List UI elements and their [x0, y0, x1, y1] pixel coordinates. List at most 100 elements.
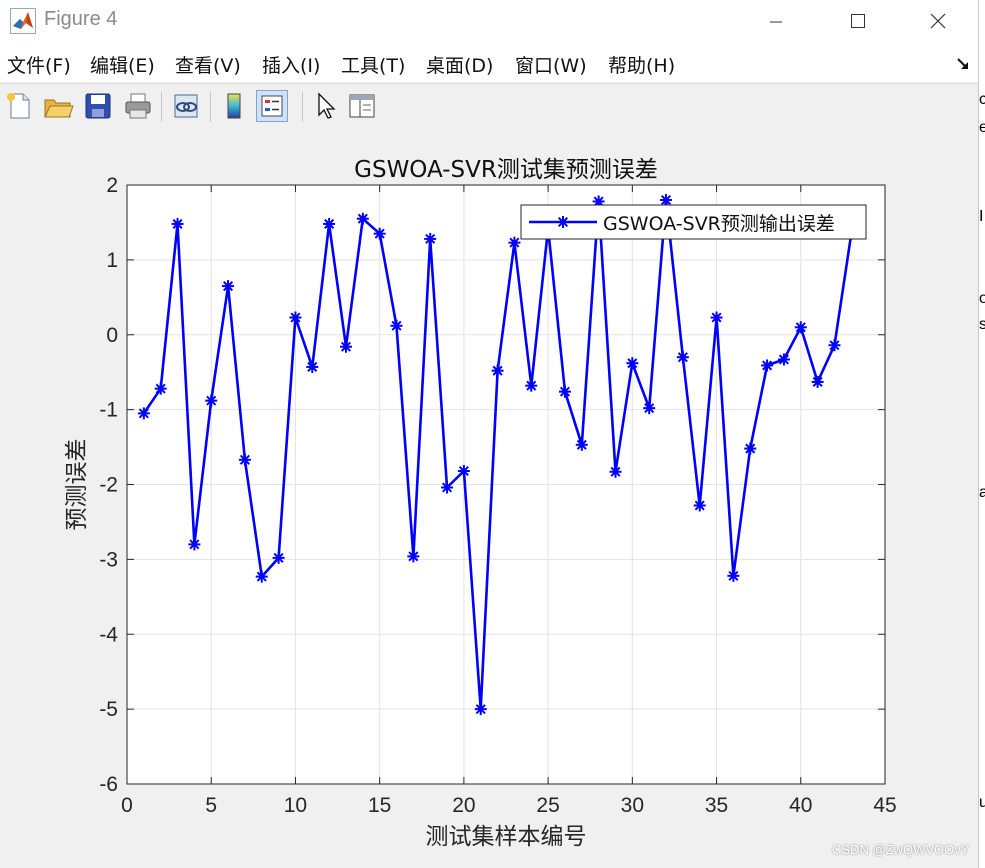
data-point-marker	[188, 538, 201, 551]
data-point-marker	[558, 385, 571, 398]
data-point-marker	[727, 569, 740, 582]
matlab-logo-icon	[10, 8, 36, 34]
y-tick-label: 1	[106, 249, 118, 272]
window-title: Figure 4	[44, 8, 118, 30]
menu-tools[interactable]: 工具(T)	[341, 55, 406, 77]
background-text: u	[979, 794, 985, 811]
menu-edit[interactable]: 编辑(E)	[90, 55, 155, 77]
title-bar[interactable]: Figure 4	[0, 0, 978, 42]
menu-desktop[interactable]: 桌面(D)	[426, 55, 494, 77]
x-tick-label: 0	[121, 794, 133, 817]
menu-view[interactable]: 查看(V)	[175, 55, 241, 77]
data-point-marker	[828, 339, 841, 352]
data-point-marker	[390, 319, 403, 332]
menu-window[interactable]: 窗口(W)	[515, 55, 587, 77]
insert-legend-icon[interactable]	[256, 90, 288, 122]
x-tick-label: 25	[536, 794, 559, 817]
data-point-marker	[373, 227, 386, 240]
data-point-marker	[525, 379, 538, 392]
data-point-marker	[457, 465, 470, 478]
menu-file[interactable]: 文件(F)	[7, 55, 71, 77]
y-axis-label: 预测误差	[64, 439, 90, 531]
data-point-marker	[171, 217, 184, 230]
data-point-marker	[693, 499, 706, 512]
chart-title: GSWOA-SVR测试集预测误差	[354, 157, 658, 183]
menu-help[interactable]: 帮助(H)	[608, 55, 676, 77]
data-point-marker	[660, 193, 673, 206]
data-point-marker	[154, 382, 167, 395]
y-tick-label: -3	[99, 548, 118, 571]
figure-canvas: 0 5 10 15 20 25 30 35 40 45 -6 -5 -4 -3 -2 -1 0 1 2 GSWOA-S…	[0, 128, 978, 868]
background-text: a	[979, 484, 985, 501]
y-tick-label: -2	[99, 474, 118, 497]
data-point-marker	[339, 340, 352, 353]
data-point-marker	[609, 465, 622, 478]
data-point-marker	[777, 353, 790, 366]
background-text: e	[979, 119, 985, 136]
y-tick-label: -1	[99, 399, 118, 422]
legend-label: GSWOA-SVR预测输出误差	[603, 213, 835, 235]
toolbar-separator	[161, 92, 162, 122]
x-tick-label: 10	[284, 794, 307, 817]
legend-marker-sample	[557, 216, 569, 228]
data-point-marker	[222, 280, 235, 293]
y-tick-label: -6	[99, 773, 118, 796]
data-point-marker	[407, 550, 420, 563]
data-point-marker	[255, 570, 268, 583]
data-point-marker	[474, 703, 487, 716]
property-inspector-icon[interactable]	[346, 90, 378, 122]
data-point-marker	[575, 438, 588, 451]
data-point-marker	[676, 351, 689, 364]
toolbar-separator	[302, 92, 303, 122]
data-point-marker	[710, 311, 723, 324]
x-tick-label: 45	[873, 794, 896, 817]
y-tick-label: -5	[99, 698, 118, 721]
x-axis-label: 测试集样本编号	[426, 824, 587, 850]
undock-arrow-icon[interactable]	[955, 56, 971, 72]
toolbar-separator	[210, 92, 211, 122]
x-tick-label: 15	[368, 794, 391, 817]
maximize-icon[interactable]	[838, 6, 878, 36]
data-point-marker	[238, 453, 251, 466]
data-point-marker	[761, 359, 774, 372]
close-icon[interactable]	[918, 6, 958, 36]
background-text: s	[979, 316, 985, 333]
data-point-marker	[323, 217, 336, 230]
data-point-marker	[289, 311, 302, 324]
y-tick-label: 2	[106, 174, 118, 197]
axes-frame	[126, 184, 886, 785]
data-point-marker	[643, 402, 656, 415]
tool-bar	[0, 83, 978, 129]
data-point-marker	[137, 407, 150, 420]
edit-plot-arrow-icon[interactable]	[310, 90, 342, 122]
data-point-marker	[491, 364, 504, 377]
watermark: CSDN @ZwQWVOOvY	[832, 842, 970, 857]
data-point-marker	[424, 232, 437, 245]
x-tick-label: 35	[705, 794, 728, 817]
print-icon[interactable]	[122, 90, 154, 122]
data-point-marker	[306, 360, 319, 373]
x-tick-label: 5	[205, 794, 217, 817]
save-icon[interactable]	[82, 90, 114, 122]
y-tick-label: 0	[106, 324, 118, 347]
menu-bar: 文件(F) 编辑(E) 查看(V) 插入(I) 工具(T) 桌面(D) 窗口(W…	[0, 42, 978, 82]
background-window-edge: c e I o s a u	[979, 0, 985, 868]
data-point-marker	[744, 442, 757, 455]
data-point-marker	[811, 375, 824, 388]
y-tick-label: -4	[99, 623, 118, 646]
plot-svg: 0 5 10 15 20 25 30 35 40 45 -6 -5 -4 -3 -2 -1 0 1 2 GSWOA-S…	[64, 157, 897, 850]
minimize-icon[interactable]	[756, 6, 796, 36]
menu-insert[interactable]: 插入(I)	[262, 55, 321, 77]
background-text: I	[979, 208, 984, 225]
x-tick-label: 30	[621, 794, 644, 817]
data-point-marker	[794, 321, 807, 334]
data-point-marker	[356, 212, 369, 225]
insert-colorbar-icon[interactable]	[218, 90, 250, 122]
x-tick-label: 20	[452, 794, 475, 817]
new-figure-icon[interactable]	[3, 90, 35, 122]
link-plot-icon[interactable]	[170, 90, 202, 122]
x-tick-label: 40	[789, 794, 812, 817]
open-file-icon[interactable]	[42, 90, 74, 122]
data-point-marker	[508, 236, 521, 249]
